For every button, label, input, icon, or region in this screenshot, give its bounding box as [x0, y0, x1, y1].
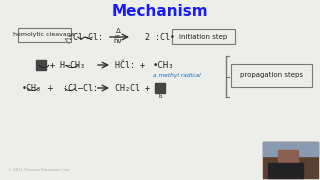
Text: 2 :Cl•: 2 :Cl• [145, 33, 175, 42]
Text: Δ: Δ [116, 28, 120, 34]
Text: homolytic cleavage: homolytic cleavage [13, 32, 75, 37]
Text: •CH₃: •CH₃ [153, 60, 174, 69]
Bar [278, 150, 298, 168]
Text: hν: hν [114, 38, 122, 44]
Text: a methyl radical: a methyl radical [153, 73, 201, 78]
Text: b: b [158, 93, 162, 98]
Text: © 2011 Pearson Education, Inc.: © 2011 Pearson Education, Inc. [8, 168, 70, 172]
Text: propagation steps: propagation steps [239, 72, 302, 78]
Text: +: + [46, 84, 53, 93]
Bar [263, 142, 318, 156]
Text: :Cl—Cl:: :Cl—Cl: [68, 33, 102, 42]
Bar [155, 83, 165, 93]
Text: or: or [115, 33, 121, 39]
Text: Mechanism: Mechanism [112, 3, 208, 19]
Text: HČl: +: HČl: + [115, 60, 145, 69]
Bar [36, 60, 46, 70]
Text: :Cl—Cl:: :Cl—Cl: [63, 84, 98, 93]
Text: initiation step: initiation step [179, 34, 227, 40]
FancyBboxPatch shape [263, 142, 318, 178]
Text: •CH₃: •CH₃ [22, 84, 42, 93]
Text: + H—CH₃: + H—CH₃ [50, 60, 85, 69]
Bar [268, 163, 303, 178]
Text: CH₂Cl +: CH₂Cl + [115, 84, 150, 93]
